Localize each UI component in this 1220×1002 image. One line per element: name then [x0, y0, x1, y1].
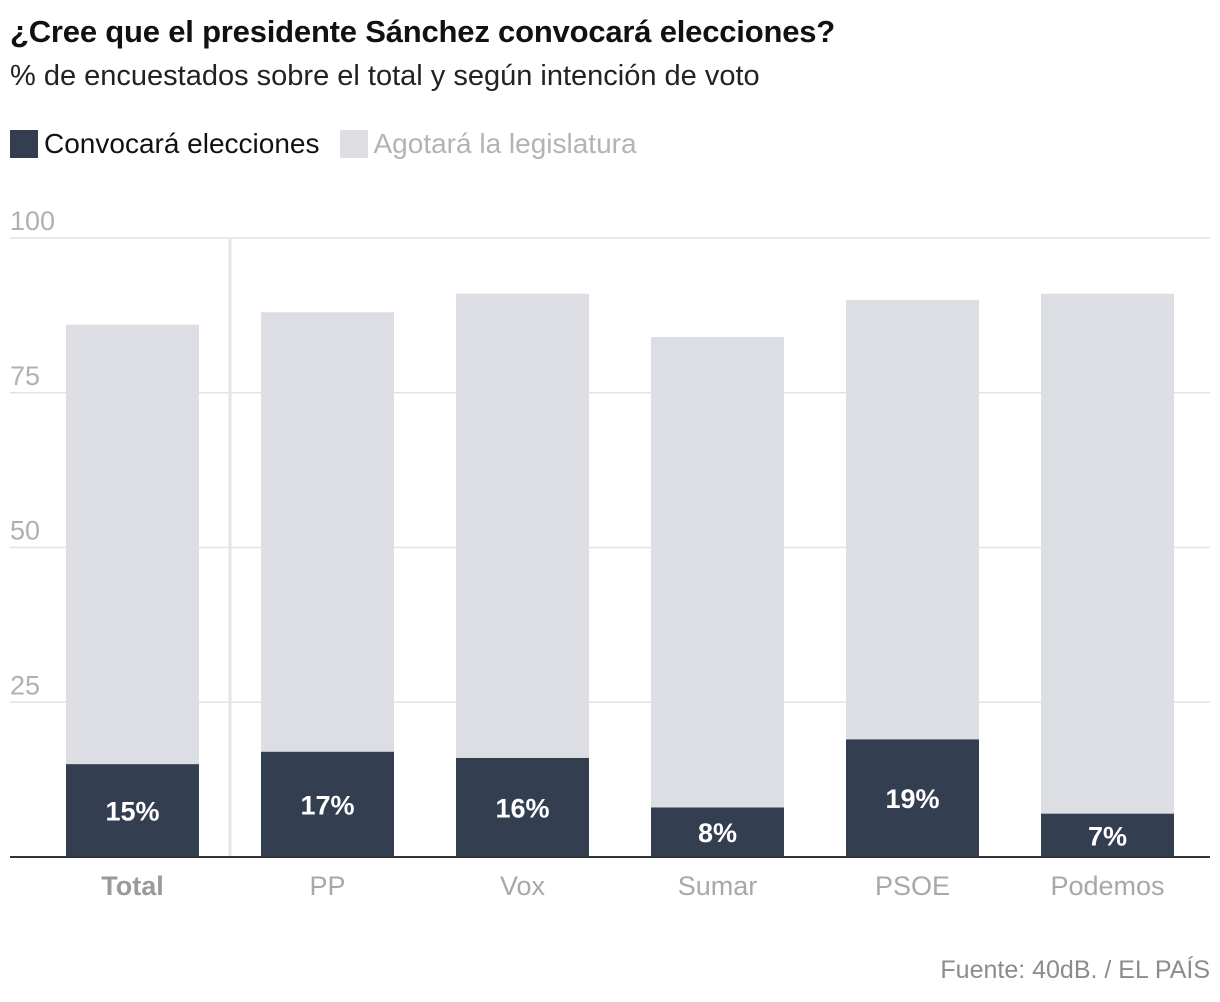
bar-segment-convocara [261, 751, 394, 857]
x-tick-label: Total [101, 871, 164, 901]
y-tick-label: 75 [10, 361, 40, 391]
bar-segment-convocara [651, 807, 784, 857]
legend-swatch-light [339, 130, 368, 158]
x-tick-label: Podemos [1050, 871, 1164, 901]
bar-segment-agotara [456, 293, 589, 758]
bar-segment-convocara [846, 739, 979, 857]
x-tick-label: Vox [500, 871, 546, 901]
legend-swatch-dark [10, 130, 38, 158]
chart-subtitle: % de encuestados sobre el total y según … [10, 60, 760, 92]
bar-value-label: 15% [105, 797, 159, 827]
bar-segment-convocara [456, 757, 589, 857]
bar-value-label: 16% [495, 793, 549, 823]
bar-segment-convocara [1041, 813, 1174, 857]
bar-segment-agotara [66, 324, 199, 765]
y-tick-label: 25 [10, 670, 40, 700]
bar-value-label: 17% [300, 790, 354, 820]
bar-value-label: 19% [885, 784, 939, 814]
bar-segment-agotara [651, 337, 784, 808]
stacked-bar-chart: 25 50 75 100 15% Total 17% PP 16% Vox 8% Sumar 19% PS… [10, 206, 1210, 901]
bar-value-label: 8% [698, 818, 737, 848]
legend-item-agotara: Agotará la legislatura [339, 128, 637, 160]
chart-legend: Convocará elecciones Agotará la legislat… [10, 128, 657, 160]
x-tick-label: PP [309, 871, 345, 901]
legend-label-convocara: Convocará elecciones [44, 128, 320, 159]
legend-item-convocara: Convocará elecciones [10, 128, 320, 160]
source-credit: Fuente: 40dB. / EL PAÍS [940, 956, 1210, 984]
bar-segment-convocara [66, 764, 199, 857]
y-tick-label: 100 [10, 206, 55, 236]
x-tick-label: Sumar [678, 871, 758, 901]
bar-segment-agotara [1041, 293, 1174, 814]
bar-segment-agotara [846, 299, 979, 740]
x-tick-label: PSOE [875, 871, 950, 901]
bar-segment-agotara [261, 312, 394, 752]
legend-label-agotara: Agotará la legislatura [373, 128, 637, 159]
y-tick-label: 50 [10, 516, 40, 546]
chart-title: ¿Cree que el presidente Sánchez convocar… [10, 14, 836, 49]
bar-value-label: 7% [1088, 821, 1127, 851]
